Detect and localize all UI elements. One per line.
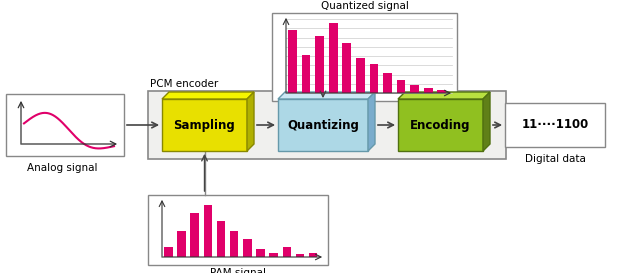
Polygon shape	[162, 92, 254, 99]
Bar	[437, 90, 446, 93]
Bar	[230, 231, 238, 257]
Bar	[398, 99, 483, 151]
Bar	[302, 55, 310, 93]
Polygon shape	[247, 92, 254, 151]
Bar	[270, 253, 278, 257]
Text: Analog signal: Analog signal	[27, 163, 97, 173]
Bar	[162, 99, 247, 151]
Bar	[164, 247, 173, 257]
Bar	[383, 73, 392, 93]
Polygon shape	[483, 92, 490, 151]
Bar	[397, 81, 405, 93]
Bar	[370, 64, 378, 93]
Text: Digital data: Digital data	[524, 154, 586, 164]
Bar	[6, 94, 124, 156]
Bar	[177, 231, 186, 257]
Bar	[296, 254, 304, 257]
Polygon shape	[278, 92, 375, 99]
Bar	[329, 23, 337, 93]
Text: Sampling: Sampling	[173, 118, 235, 132]
Bar	[283, 247, 291, 257]
Bar	[272, 13, 457, 101]
Bar	[356, 58, 365, 93]
Bar	[256, 249, 265, 257]
Text: PAM signal: PAM signal	[210, 268, 266, 273]
Bar	[410, 85, 419, 93]
Polygon shape	[398, 92, 490, 99]
Polygon shape	[368, 92, 375, 151]
Text: Encoding: Encoding	[410, 118, 471, 132]
Bar	[278, 99, 368, 151]
Bar	[148, 91, 506, 159]
Bar	[288, 30, 297, 93]
Bar	[243, 239, 252, 257]
Text: Quantizing: Quantizing	[287, 118, 359, 132]
Bar	[342, 43, 351, 93]
Bar	[190, 213, 199, 257]
Text: Quantized signal: Quantized signal	[321, 1, 408, 11]
Bar	[309, 253, 317, 257]
Bar	[315, 35, 324, 93]
Bar	[505, 103, 605, 147]
Bar	[424, 88, 433, 93]
Text: 11····1100: 11····1100	[521, 118, 589, 132]
Bar	[217, 221, 225, 257]
Bar	[148, 195, 328, 265]
Text: PCM encoder: PCM encoder	[150, 79, 218, 89]
Bar	[204, 205, 212, 257]
